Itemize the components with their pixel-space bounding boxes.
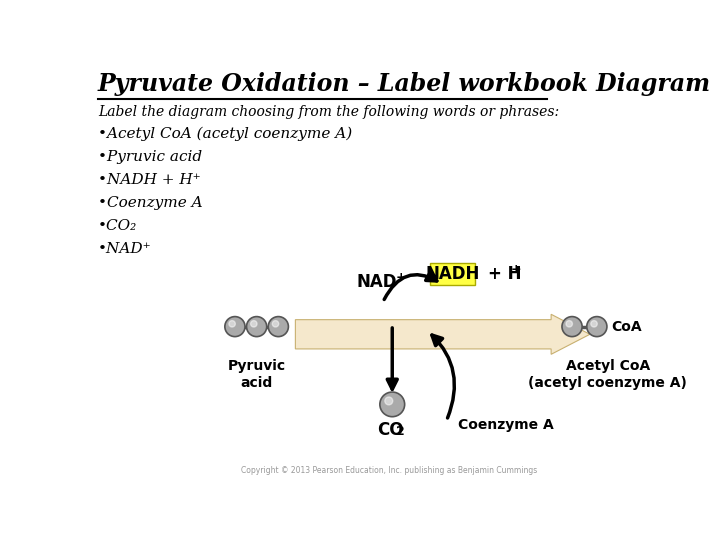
- Text: NADH: NADH: [426, 265, 480, 284]
- Circle shape: [380, 392, 405, 417]
- Text: Pyruvate Oxidation – Label workbook Diagram: Pyruvate Oxidation – Label workbook Diag…: [98, 72, 711, 97]
- Text: •NADH + H⁺: •NADH + H⁺: [98, 173, 200, 187]
- Text: •Pyruvic acid: •Pyruvic acid: [98, 150, 202, 164]
- Circle shape: [251, 321, 257, 327]
- Text: •CO₂: •CO₂: [98, 219, 137, 233]
- Text: Label the diagram choosing from the following words or phrases:: Label the diagram choosing from the foll…: [98, 105, 559, 119]
- Text: •Acetyl CoA (acetyl coenzyme A): •Acetyl CoA (acetyl coenzyme A): [98, 126, 352, 141]
- Text: Pyruvic
acid: Pyruvic acid: [228, 359, 286, 390]
- Circle shape: [225, 316, 245, 336]
- Circle shape: [229, 321, 235, 327]
- Circle shape: [246, 316, 266, 336]
- FancyArrowPatch shape: [384, 272, 437, 300]
- Text: NAD: NAD: [356, 273, 397, 291]
- Text: Copyright © 2013 Pearson Education, Inc. publishing as Benjamin Cummings: Copyright © 2013 Pearson Education, Inc.…: [241, 466, 537, 475]
- Circle shape: [272, 321, 279, 327]
- Text: •Coenzyme A: •Coenzyme A: [98, 195, 202, 210]
- Circle shape: [566, 321, 572, 327]
- Circle shape: [384, 397, 392, 405]
- Text: +: +: [510, 263, 521, 276]
- Circle shape: [587, 316, 607, 336]
- FancyArrow shape: [295, 314, 590, 354]
- FancyArrowPatch shape: [432, 335, 454, 418]
- Circle shape: [269, 316, 289, 336]
- Circle shape: [591, 321, 598, 327]
- Text: 2: 2: [395, 425, 405, 438]
- Text: Coenzyme A: Coenzyme A: [458, 418, 554, 432]
- Circle shape: [562, 316, 582, 336]
- Text: •NAD⁺: •NAD⁺: [98, 242, 151, 256]
- Text: CoA: CoA: [611, 320, 642, 334]
- Text: Acetyl CoA
(acetyl coenzyme A): Acetyl CoA (acetyl coenzyme A): [528, 359, 687, 390]
- FancyArrowPatch shape: [387, 328, 397, 389]
- FancyBboxPatch shape: [431, 264, 475, 285]
- Text: CO: CO: [377, 421, 404, 440]
- Text: +: +: [395, 271, 406, 284]
- Text: + H: + H: [487, 265, 521, 284]
